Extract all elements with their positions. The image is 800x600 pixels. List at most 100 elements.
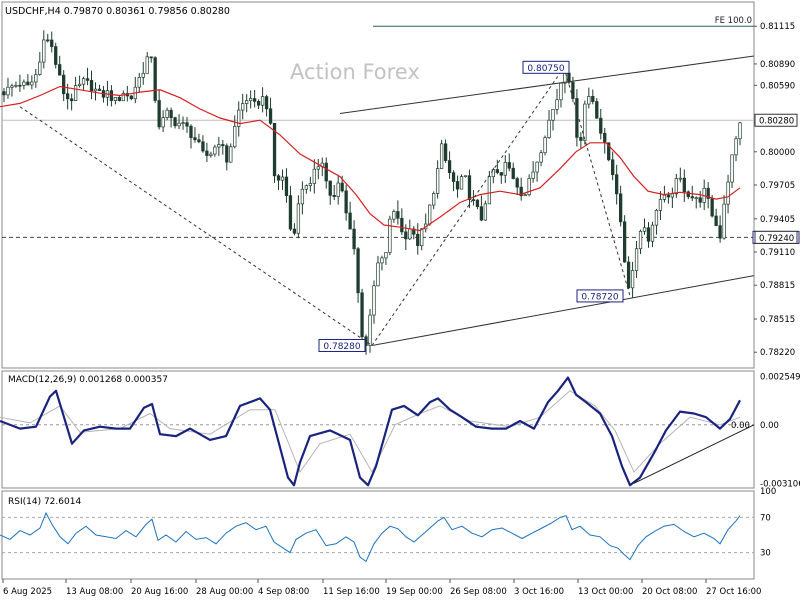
candle-body	[579, 137, 583, 141]
watermark: Action Forex	[290, 60, 420, 84]
candle-body	[499, 172, 503, 176]
candle-body	[555, 99, 559, 110]
time-tick-label: 26 Sep 08:00	[450, 587, 507, 597]
macd-line	[0, 376, 741, 487]
candle-body	[646, 227, 651, 242]
candle-body	[507, 162, 511, 169]
candle-body	[511, 167, 515, 179]
candle-body	[678, 177, 682, 180]
macd-tick-label: 0.002549	[760, 373, 800, 383]
candle-body	[682, 177, 686, 193]
price-tick-label: 0.80000	[760, 148, 795, 158]
time-tick-label: 6 Aug 2025	[3, 587, 52, 597]
candle-body	[165, 109, 169, 118]
candle-body	[662, 194, 667, 200]
candle-body	[475, 199, 480, 208]
price-tick-label: 0.79705	[760, 181, 795, 191]
candle-body	[46, 39, 50, 42]
macd-tick-label: 0.00	[760, 421, 779, 431]
candle-body	[209, 153, 213, 156]
pivot-label-box	[576, 289, 624, 303]
pivot-label: 0.78720	[581, 292, 618, 302]
rsi-tick-label: 70	[760, 513, 771, 523]
candle-body	[97, 88, 102, 91]
candle-body	[241, 103, 245, 111]
candle-body	[324, 162, 328, 182]
candle-body	[368, 314, 372, 346]
time-tick-label: 28 Aug 00:00	[196, 587, 253, 597]
price-axis-marker-label: 0.80280	[759, 117, 794, 127]
candle-body	[169, 109, 173, 118]
candle-body	[599, 117, 603, 134]
candle-body	[503, 162, 507, 176]
candle-body	[455, 181, 460, 190]
candle-body	[38, 61, 42, 75]
candle-body	[77, 83, 82, 86]
candle-body	[149, 56, 153, 59]
candle-body	[634, 248, 639, 271]
rsi-title: RSI(14) 72.6014	[8, 497, 81, 507]
candle-body	[658, 199, 663, 211]
candle-body	[113, 97, 118, 101]
candle-body	[256, 101, 261, 106]
candle-body	[638, 230, 643, 250]
candle-body	[404, 231, 408, 240]
candle-body	[527, 178, 531, 196]
price-tick-label: 0.78220	[760, 348, 795, 358]
candle-body	[607, 142, 611, 161]
time-tick-label: 19 Sep 00:00	[386, 587, 443, 597]
candle-body	[129, 95, 133, 100]
candle-body	[233, 126, 237, 148]
candle-body	[630, 270, 635, 289]
candle-body	[372, 285, 376, 316]
candle-body	[344, 190, 348, 214]
candle-body	[360, 292, 364, 338]
candle-body	[336, 182, 340, 197]
candle-body	[650, 224, 655, 242]
candle-body	[69, 98, 74, 102]
wave-line	[563, 67, 631, 297]
candle-body	[642, 227, 647, 232]
moving-average-line	[0, 85, 741, 232]
rsi-pane-frame	[1, 490, 755, 580]
candle-body	[388, 218, 392, 253]
candle-body	[312, 168, 316, 184]
candle-body	[117, 97, 122, 102]
candle-body	[58, 64, 62, 76]
candle-body	[698, 197, 702, 203]
candle-body	[340, 182, 344, 192]
candle-body	[447, 160, 452, 174]
price-tick-label: 0.81115	[760, 22, 795, 32]
time-tick-label: 20 Aug 16:00	[131, 587, 188, 597]
fe-label: FE 100.0	[715, 16, 752, 26]
candle-body	[85, 78, 90, 81]
candle-body	[30, 81, 34, 86]
candle-body	[583, 103, 587, 141]
candle-body	[300, 188, 305, 205]
candle-body	[348, 212, 352, 230]
candle-body	[356, 248, 360, 294]
candle-body	[249, 98, 253, 102]
candle-body	[185, 122, 189, 127]
candle-body	[296, 203, 301, 234]
candle-body	[252, 98, 257, 102]
candle-body	[551, 108, 555, 121]
candle-body	[666, 194, 671, 198]
candle-body	[50, 39, 54, 47]
candle-body	[734, 138, 738, 156]
candle-body	[73, 85, 78, 102]
candle-body	[62, 74, 66, 95]
symbol-header: USDCHF,H4 0.79870 0.80361 0.79856 0.8028…	[5, 6, 230, 17]
candle-body	[622, 221, 627, 263]
time-tick-label: 13 Oct 00:00	[578, 587, 633, 597]
pivot-label: 0.80750	[527, 64, 564, 74]
candle-body	[432, 193, 436, 206]
candle-body	[308, 183, 312, 187]
candle-body	[284, 176, 289, 197]
candle-body	[535, 161, 539, 173]
candle-body	[547, 119, 551, 139]
candle-body	[276, 175, 281, 181]
price-tick-label: 0.78515	[760, 315, 795, 325]
